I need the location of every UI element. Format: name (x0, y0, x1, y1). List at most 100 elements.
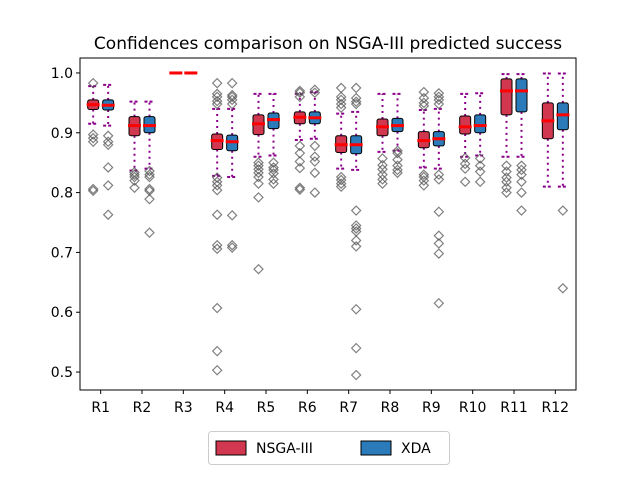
outlier-point (226, 209, 238, 221)
outlier-point (392, 154, 403, 166)
outlier-point (87, 132, 99, 144)
outlier-point (418, 86, 430, 98)
outlier-point (418, 100, 430, 112)
plot-area (80, 58, 576, 390)
x-tick-label: R8 (381, 400, 400, 416)
legend-swatch-nsga-iii (215, 440, 247, 456)
legend-frame (208, 431, 450, 465)
outlier-point (433, 169, 445, 180)
outlier-point (87, 185, 99, 197)
outlier-point (226, 98, 238, 110)
y-tick-label: 0.8 (51, 186, 73, 202)
box-body (474, 114, 487, 134)
x-tick-label: R2 (133, 400, 152, 416)
outlier-point (211, 180, 223, 191)
outlier-point (433, 238, 445, 249)
outlier-point (211, 209, 223, 221)
box-xda-r5 (267, 92, 280, 189)
outlier-point (253, 178, 264, 189)
outlier-point (350, 82, 362, 94)
box-xda-r3 (184, 71, 198, 75)
outlier-point (211, 345, 223, 357)
outlier-point (392, 167, 403, 179)
outlier-point (129, 182, 140, 194)
outlier-point (418, 92, 430, 104)
x-tick-label: R6 (298, 400, 317, 416)
outlier-point (335, 178, 347, 189)
outlier-point (350, 223, 362, 234)
outlier-point (309, 187, 321, 198)
outlier-point (226, 77, 238, 89)
outlier-point (350, 369, 362, 381)
outlier-point (350, 92, 362, 104)
box-xda-r4 (225, 77, 239, 253)
box-nsga-iii-r5 (252, 92, 265, 275)
outlier-point (392, 160, 403, 172)
outlier-point (377, 153, 388, 164)
x-tick-label: R12 (542, 400, 570, 416)
outlier-point (129, 175, 140, 186)
outlier-point (211, 243, 223, 255)
outlier-point (253, 263, 264, 275)
outlier-point (377, 174, 388, 185)
box-nsga-iii-r7 (334, 82, 348, 192)
y-tick-label: 0.6 (51, 305, 73, 321)
legend-swatch-xda (360, 440, 392, 456)
outlier-point (268, 162, 279, 173)
outlier-point (433, 94, 445, 106)
outlier-point (211, 364, 223, 376)
box-xda-r12 (556, 72, 570, 294)
outlier-point (474, 153, 486, 164)
outlier-point (392, 164, 403, 176)
outlier-point (226, 91, 238, 103)
outlier-point (335, 174, 347, 186)
x-tick-label: R5 (257, 400, 276, 416)
outlier-point (433, 248, 445, 259)
outlier-point (144, 193, 155, 205)
outlier-point (501, 172, 512, 183)
outlier-point (309, 167, 321, 179)
outlier-point (377, 163, 388, 175)
outlier-point (211, 302, 223, 314)
outlier-point (87, 77, 99, 89)
y-axis: 0.5 0.6 0.7 0.8 0.9 1.0 (51, 66, 80, 381)
outlier-point (516, 176, 527, 188)
outlier-point (268, 157, 279, 169)
outlier-point (102, 162, 114, 173)
outlier-point (433, 98, 445, 110)
outlier-point (350, 98, 362, 110)
outlier-point (102, 209, 114, 221)
legend-label-nsga-iii: NSGA-III (256, 441, 313, 457)
outlier-point (144, 171, 155, 183)
outlier-point (309, 156, 321, 167)
outlier-point (211, 184, 223, 196)
outlier-point (516, 164, 527, 176)
outlier-point (418, 97, 430, 109)
outlier-point (557, 205, 569, 216)
outlier-point (211, 172, 223, 183)
outlier-point (226, 242, 238, 253)
outlier-point (433, 297, 445, 309)
box-nsga-iii-r11 (500, 73, 513, 198)
y-tick-label: 0.5 (51, 365, 73, 381)
outlier-point (501, 187, 512, 198)
outlier-point (350, 220, 362, 231)
outlier-point (144, 183, 155, 195)
x-tick-label: R4 (215, 400, 234, 416)
outlier-point (350, 235, 362, 246)
outlier-point (309, 140, 321, 152)
outlier-point (335, 91, 347, 103)
x-tick-label: R11 (500, 400, 528, 416)
outlier-point (335, 181, 347, 192)
outlier-point (501, 166, 512, 178)
outlier-point (350, 342, 362, 354)
outlier-point (211, 95, 223, 107)
outlier-point (211, 88, 223, 100)
outlier-point (102, 139, 114, 151)
legend: NSGA-III XDA (208, 431, 450, 465)
outlier-point (433, 87, 445, 99)
box-body (500, 78, 513, 116)
box-nsga-iii-r8 (376, 92, 389, 189)
outlier-point (253, 163, 264, 175)
outlier-point (144, 227, 155, 239)
